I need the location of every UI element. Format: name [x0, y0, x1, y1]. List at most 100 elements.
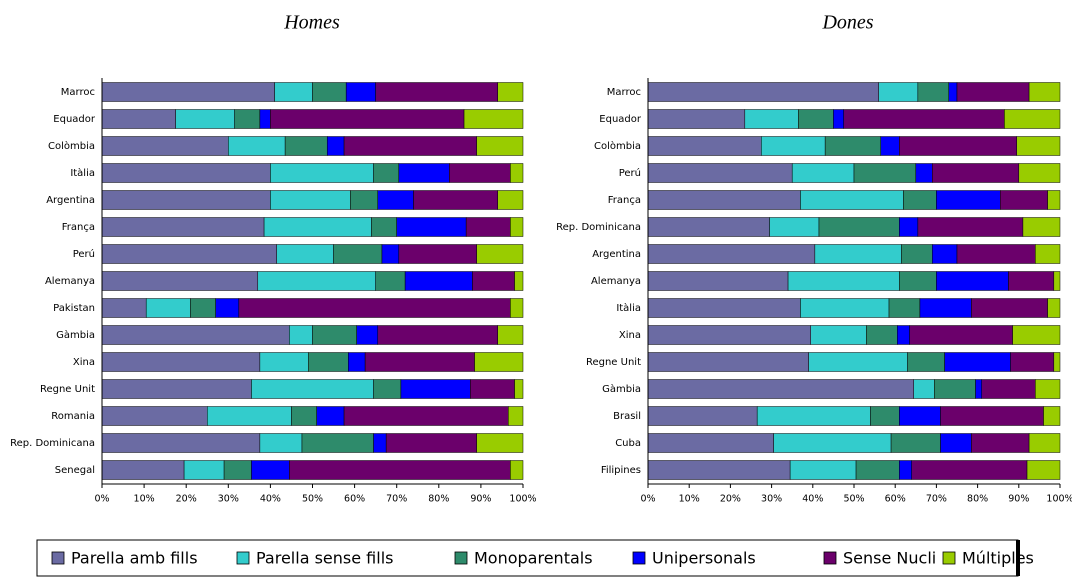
- bar-segment: [284, 136, 328, 156]
- bar-segment: [101, 433, 261, 453]
- bar-segment: [465, 217, 511, 237]
- bar-segment: [647, 109, 746, 129]
- y-tick-label: Gàmbia: [56, 329, 95, 341]
- bar-segment: [808, 352, 908, 372]
- y-tick-label: França: [608, 195, 641, 206]
- bar-segment: [647, 271, 789, 291]
- chart-title: Dones: [821, 12, 873, 34]
- bar-segment: [940, 433, 972, 453]
- chart-title: Homes: [283, 12, 340, 34]
- y-tick-label: Marroc: [607, 87, 641, 98]
- bar-segment: [975, 379, 982, 399]
- bar-segment: [934, 379, 976, 399]
- bar-segment: [375, 82, 498, 102]
- x-tick-label: 90%: [1008, 494, 1029, 505]
- y-tick-label: Brasil: [613, 411, 641, 422]
- bar-segment: [449, 163, 511, 183]
- bar-segment: [913, 379, 935, 399]
- bar-segment: [647, 298, 801, 318]
- x-tick-label: 40%: [260, 494, 281, 505]
- bar-segment: [789, 460, 857, 480]
- bar-segment: [899, 406, 941, 426]
- legend-label: Monoparentals: [474, 549, 593, 568]
- bar-segment: [308, 352, 349, 372]
- x-tick-label: 70%: [386, 494, 407, 505]
- bar-segment: [356, 325, 379, 345]
- bar-segment: [1043, 406, 1061, 426]
- bar-segment: [647, 433, 774, 453]
- bar-segment: [787, 271, 900, 291]
- bar-segment: [371, 217, 397, 237]
- legend-swatch: [823, 551, 837, 565]
- bar-segment: [1012, 325, 1061, 345]
- bar-segment: [476, 244, 524, 264]
- bar-segment: [400, 379, 471, 399]
- bar-segment: [853, 163, 917, 183]
- bar-segment: [377, 325, 498, 345]
- bar-segment: [1010, 352, 1055, 372]
- bar-segment: [263, 217, 372, 237]
- x-tick-label: 50%: [843, 494, 864, 505]
- bar-segment: [940, 406, 1044, 426]
- bar-segment: [899, 217, 919, 237]
- bar-segment: [798, 109, 834, 129]
- y-tick-label: Alemanya: [591, 276, 641, 287]
- bar-segment: [404, 271, 473, 291]
- bar-segment: [909, 325, 1013, 345]
- bar-segment: [971, 433, 1030, 453]
- bar-segment: [251, 379, 374, 399]
- bar-segment: [377, 190, 414, 210]
- bar-segment: [343, 406, 509, 426]
- bar-segment: [270, 109, 465, 129]
- bar-segment: [1000, 190, 1048, 210]
- x-tick-label: 0%: [640, 494, 655, 505]
- y-tick-label: Rep. Dominicana: [556, 222, 641, 233]
- bar-segment: [207, 406, 292, 426]
- y-tick-label: Regne Unit: [40, 384, 95, 395]
- bar-segment: [1028, 82, 1061, 102]
- bar-segment: [343, 136, 477, 156]
- bar-segment: [514, 271, 524, 291]
- legend-box: [36, 539, 1019, 577]
- x-tick-label: 10%: [679, 494, 700, 505]
- bar-segment: [270, 190, 351, 210]
- bar-segment: [903, 190, 937, 210]
- y-tick-label: Itàlia: [616, 302, 641, 314]
- bar-segment: [276, 244, 334, 264]
- bar-segment: [932, 244, 958, 264]
- bar-segment: [510, 163, 524, 183]
- bar-segment: [647, 163, 793, 183]
- bar-segment: [398, 163, 450, 183]
- bar-segment: [301, 433, 374, 453]
- bar-segment: [1035, 379, 1061, 399]
- bar-segment: [833, 109, 844, 129]
- x-tick-label: 40%: [802, 494, 823, 505]
- bar-segment: [228, 136, 286, 156]
- y-tick-label: Filipines: [601, 465, 641, 476]
- bar-segment: [870, 406, 900, 426]
- bar-segment: [101, 298, 147, 318]
- bar-segment: [316, 406, 345, 426]
- bar-segment: [901, 244, 933, 264]
- bar-segment: [800, 298, 890, 318]
- bar-segment: [373, 433, 387, 453]
- bar-segment: [396, 217, 467, 237]
- legend-label: Múltiples: [962, 549, 1034, 568]
- bar-segment: [647, 136, 762, 156]
- bar-segment: [1053, 271, 1061, 291]
- x-tick-label: 50%: [302, 494, 323, 505]
- bar-segment: [814, 244, 902, 264]
- y-tick-label: Argentina: [46, 195, 95, 206]
- bar-segment: [373, 379, 402, 399]
- bar-segment: [791, 163, 855, 183]
- bar-segment: [476, 136, 524, 156]
- bar-segment: [510, 298, 524, 318]
- bar-segment: [917, 217, 1024, 237]
- x-tick-label: 60%: [885, 494, 906, 505]
- bar-segment: [855, 460, 900, 480]
- bar-segment: [326, 136, 345, 156]
- bar-segment: [919, 298, 972, 318]
- bar-segment: [647, 406, 758, 426]
- legend-swatch: [632, 551, 646, 565]
- bar-segment: [508, 406, 524, 426]
